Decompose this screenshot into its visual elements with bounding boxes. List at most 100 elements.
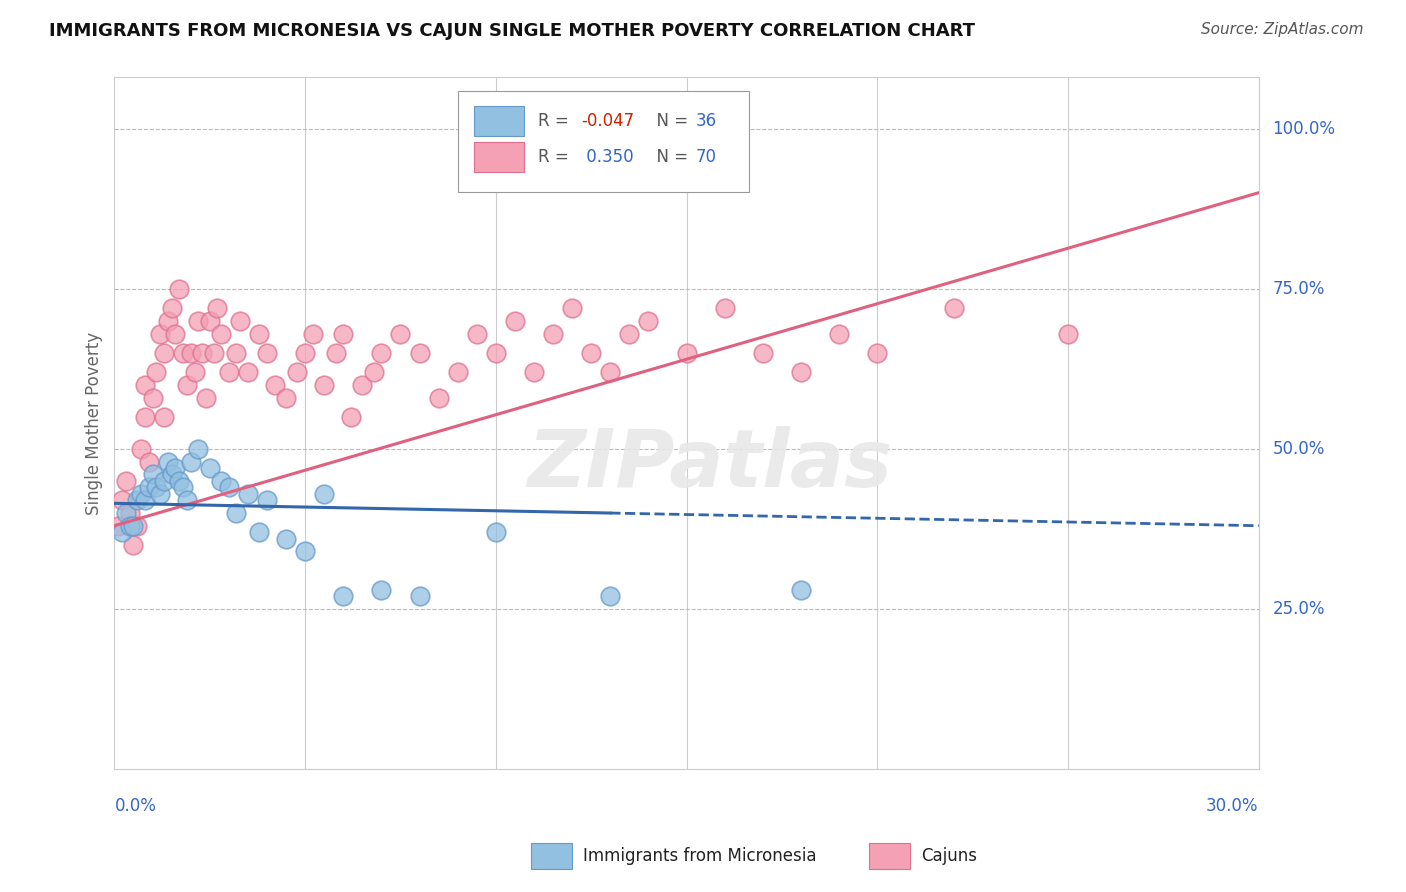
- Point: [301, 326, 323, 341]
- Text: N =: N =: [647, 112, 695, 130]
- Point: [160, 301, 183, 315]
- Point: [207, 301, 229, 315]
- Point: [389, 326, 412, 341]
- Point: [142, 391, 165, 405]
- Point: [118, 506, 141, 520]
- Point: [142, 467, 165, 482]
- Point: [160, 467, 183, 482]
- Point: [274, 391, 297, 405]
- Point: [111, 525, 134, 540]
- Point: [127, 493, 149, 508]
- Point: [149, 486, 172, 500]
- Point: [180, 455, 202, 469]
- Point: [167, 474, 190, 488]
- FancyBboxPatch shape: [474, 142, 524, 172]
- Point: [187, 314, 209, 328]
- Text: -0.047: -0.047: [581, 112, 634, 130]
- Point: [218, 480, 240, 494]
- Text: IMMIGRANTS FROM MICRONESIA VS CAJUN SINGLE MOTHER POVERTY CORRELATION CHART: IMMIGRANTS FROM MICRONESIA VS CAJUN SING…: [49, 22, 976, 40]
- Point: [129, 442, 152, 456]
- Point: [191, 346, 214, 360]
- Point: [149, 326, 172, 341]
- Point: [145, 365, 167, 379]
- Point: [1057, 326, 1080, 341]
- Text: 75.0%: 75.0%: [1272, 280, 1324, 298]
- Point: [263, 377, 285, 392]
- Text: 100.0%: 100.0%: [1272, 120, 1336, 137]
- Point: [332, 589, 354, 603]
- Point: [447, 365, 470, 379]
- Point: [485, 525, 508, 540]
- FancyBboxPatch shape: [474, 106, 524, 136]
- Point: [225, 506, 247, 520]
- Point: [122, 518, 145, 533]
- Point: [187, 442, 209, 456]
- Point: [247, 525, 270, 540]
- Point: [866, 346, 889, 360]
- Point: [202, 346, 225, 360]
- Text: N =: N =: [647, 148, 695, 166]
- Point: [107, 518, 129, 533]
- Point: [294, 544, 316, 558]
- Text: 0.350: 0.350: [581, 148, 634, 166]
- Point: [115, 506, 138, 520]
- Point: [352, 377, 374, 392]
- Point: [485, 346, 508, 360]
- Point: [247, 326, 270, 341]
- FancyBboxPatch shape: [458, 91, 749, 192]
- Text: Cajuns: Cajuns: [921, 847, 977, 865]
- Point: [156, 314, 179, 328]
- Text: 50.0%: 50.0%: [1272, 440, 1324, 458]
- Point: [340, 409, 363, 424]
- Point: [503, 314, 526, 328]
- Point: [209, 326, 232, 341]
- Point: [122, 538, 145, 552]
- Point: [209, 474, 232, 488]
- Point: [523, 365, 546, 379]
- Point: [465, 326, 488, 341]
- Point: [599, 589, 621, 603]
- Point: [752, 346, 775, 360]
- Point: [198, 461, 221, 475]
- Point: [427, 391, 450, 405]
- Text: ZIPatlas: ZIPatlas: [527, 425, 891, 504]
- Point: [134, 493, 156, 508]
- Text: R =: R =: [537, 112, 574, 130]
- Point: [229, 314, 252, 328]
- Point: [314, 377, 336, 392]
- Point: [294, 346, 316, 360]
- Point: [153, 474, 176, 488]
- Point: [408, 589, 430, 603]
- Point: [274, 532, 297, 546]
- Y-axis label: Single Mother Poverty: Single Mother Poverty: [86, 332, 103, 515]
- Point: [256, 493, 278, 508]
- Point: [134, 409, 156, 424]
- Point: [145, 480, 167, 494]
- Point: [790, 582, 813, 597]
- Point: [153, 346, 176, 360]
- Point: [408, 346, 430, 360]
- Point: [637, 314, 659, 328]
- Point: [134, 377, 156, 392]
- Point: [287, 365, 309, 379]
- Text: 25.0%: 25.0%: [1272, 600, 1324, 618]
- Text: Source: ZipAtlas.com: Source: ZipAtlas.com: [1201, 22, 1364, 37]
- Point: [180, 346, 202, 360]
- Text: 30.0%: 30.0%: [1206, 797, 1258, 814]
- Point: [790, 365, 813, 379]
- Point: [115, 474, 138, 488]
- Point: [165, 461, 187, 475]
- Point: [118, 518, 141, 533]
- Point: [713, 301, 735, 315]
- Point: [619, 326, 641, 341]
- Point: [236, 365, 259, 379]
- Text: 70: 70: [696, 148, 717, 166]
- Point: [541, 326, 564, 341]
- Point: [218, 365, 240, 379]
- Point: [599, 365, 621, 379]
- Point: [167, 282, 190, 296]
- Point: [165, 326, 187, 341]
- Point: [332, 326, 354, 341]
- Point: [325, 346, 347, 360]
- Point: [561, 301, 583, 315]
